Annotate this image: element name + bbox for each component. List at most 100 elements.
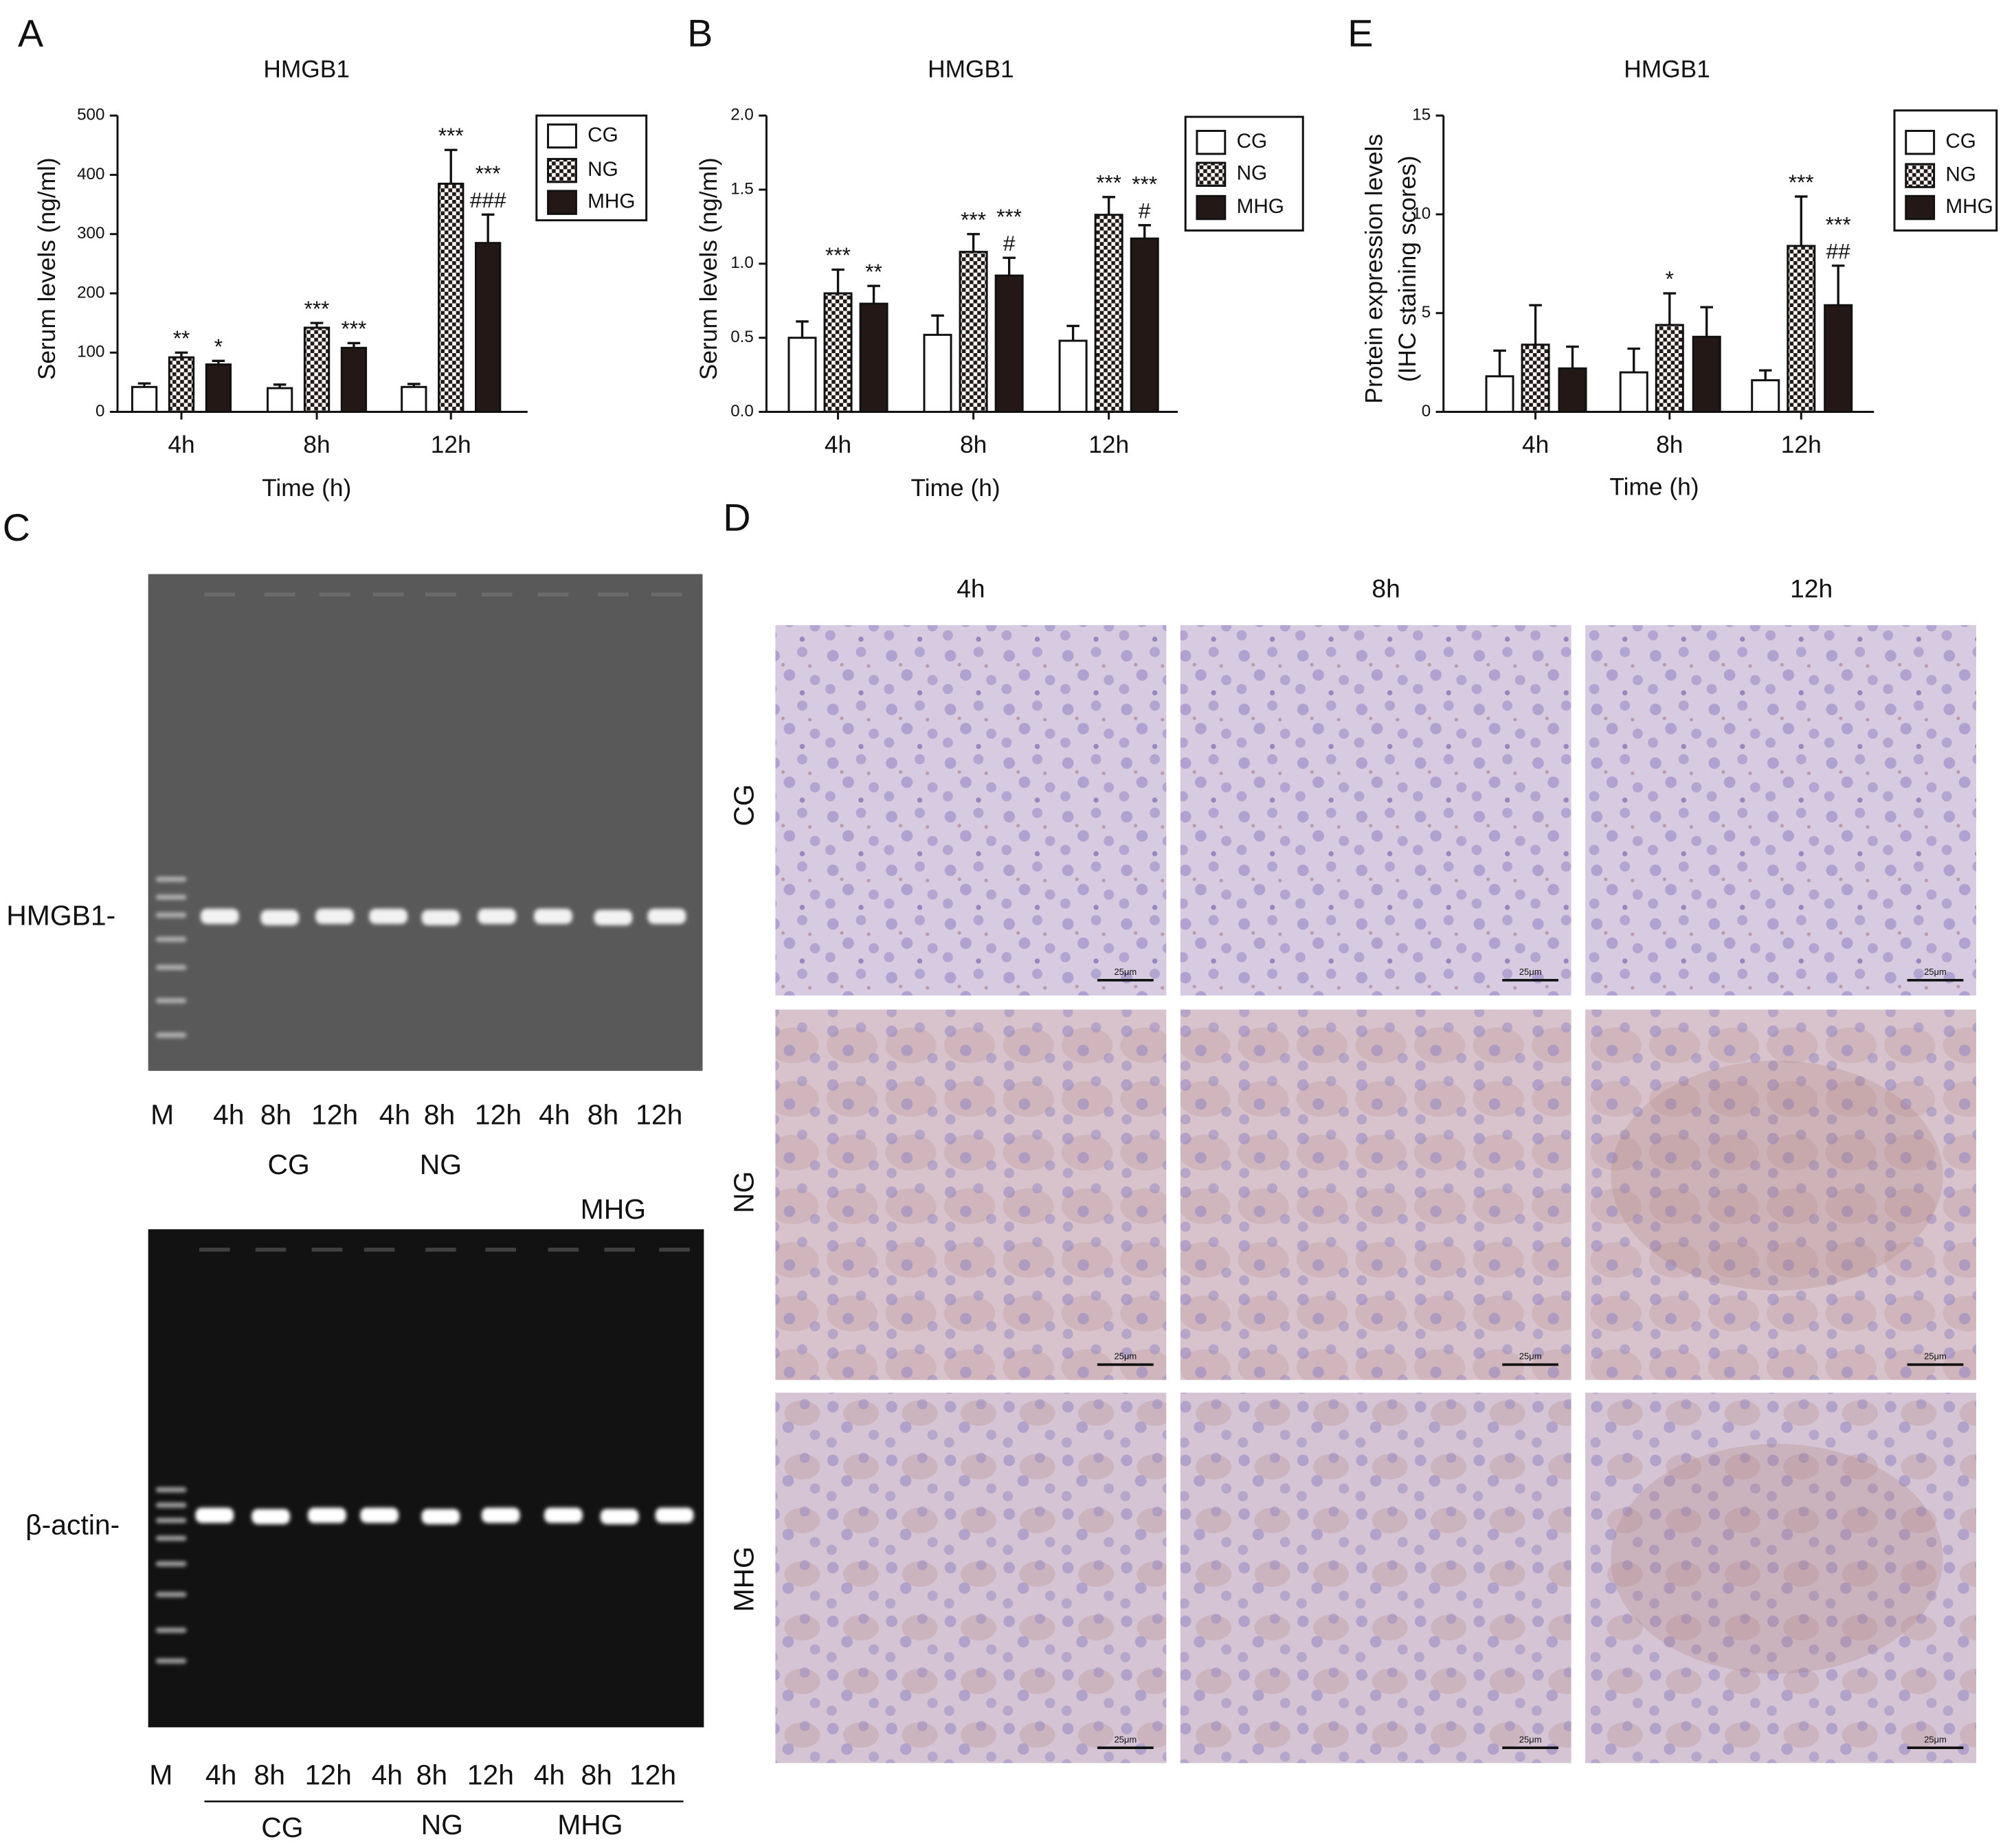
gel-band: [369, 908, 408, 924]
bar: [994, 274, 1024, 414]
x-tick-label: 4h: [1522, 431, 1549, 458]
panel-label: A: [18, 12, 44, 55]
significance-mark: ***: [825, 243, 851, 267]
stain-region: [1611, 1060, 1943, 1291]
legend-label: CG: [1237, 130, 1268, 153]
significance-mark: ***: [996, 204, 1022, 229]
x-tick-label: 8h: [960, 431, 987, 458]
legend-label: MHG: [1237, 195, 1284, 218]
gel-band: [315, 908, 354, 924]
y-tick-label: 2.0: [730, 106, 754, 124]
row-label: NG: [728, 1171, 759, 1213]
bar: [1558, 367, 1587, 414]
legend-swatch: [1905, 130, 1936, 155]
ladder-band: [155, 1592, 187, 1597]
scale-bar-label: 25μm: [1924, 1734, 1947, 1744]
significance-mark: **: [865, 259, 882, 284]
bar: [1824, 304, 1853, 414]
lane-label: 8h: [254, 1759, 285, 1791]
bar: [1130, 237, 1159, 414]
y-tick-label: 100: [77, 343, 104, 361]
row-label: CG: [728, 784, 759, 826]
y-tick-label: 400: [77, 165, 104, 183]
gel-band: [251, 1509, 291, 1524]
bar: [1058, 339, 1088, 414]
significance-mark: ***: [1826, 212, 1851, 236]
x-tick-label: 12h: [1781, 431, 1822, 458]
bar: [859, 302, 888, 414]
x-tick-label: 8h: [303, 431, 330, 458]
ladder-band: [155, 1518, 187, 1523]
lane-label: 12h: [467, 1759, 514, 1791]
scale-bar-label: 25μm: [1519, 967, 1542, 977]
group-label: NG: [420, 1149, 462, 1180]
ladder-band: [155, 877, 187, 882]
y-tick-label: 500: [77, 106, 104, 124]
gel-band: [544, 1507, 583, 1523]
ladder-band: [155, 1561, 187, 1567]
ladder-band: [155, 998, 187, 1004]
stain-region: [1611, 1443, 1943, 1674]
significance-mark: ***: [1096, 170, 1121, 195]
gel-band: [360, 1507, 399, 1523]
lane-label: 4h: [539, 1099, 570, 1131]
ladder-band: [155, 1487, 187, 1493]
panel-label: C: [3, 506, 30, 549]
bar: [1787, 245, 1816, 414]
ihc-image: [775, 1393, 1167, 1764]
lane-label: 12h: [305, 1759, 352, 1791]
x-axis-label: Time (h): [262, 475, 351, 502]
gel-band: [260, 910, 300, 925]
y-tick-label: 0: [1422, 402, 1431, 420]
y-tick-label: 10: [1412, 204, 1431, 223]
bar: [266, 387, 293, 414]
legend-swatch: [547, 190, 577, 215]
y-axis-label: (IHC staining scores): [1394, 155, 1421, 382]
y-tick-label: 200: [77, 283, 104, 302]
x-axis-label: Time (h): [1609, 473, 1699, 500]
significance-mark: ***: [475, 161, 501, 185]
significance-mark: ***: [342, 316, 367, 341]
bar: [205, 363, 232, 414]
lane-label: M: [149, 1759, 172, 1791]
panel-label: E: [1347, 12, 1373, 55]
lane-label: 12h: [311, 1099, 358, 1131]
gel-band: [308, 1507, 346, 1523]
lane-label: 12h: [629, 1759, 676, 1791]
significance-mark: ***: [961, 207, 986, 232]
lane-label: 8h: [581, 1759, 612, 1791]
y-axis-label: Serum levels (ng/ml): [695, 157, 722, 380]
gel: [148, 574, 703, 1071]
lane-label: 4h: [534, 1759, 565, 1791]
ihc-image: [1585, 624, 1976, 996]
bar: [1094, 214, 1123, 414]
y-axis-label: Serum levels (ng/ml): [34, 157, 60, 380]
band-label: HMGB1-: [6, 900, 115, 932]
chart-title: HMGB1: [263, 56, 350, 82]
significance-mark: #: [1003, 231, 1016, 256]
lane-label: 8h: [416, 1759, 447, 1791]
bar: [823, 292, 853, 414]
significance-mark: *: [214, 334, 223, 359]
bar: [787, 337, 817, 414]
significance-mark: #: [1139, 199, 1151, 223]
legend-label: MHG: [588, 190, 635, 212]
scale-bar-label: 25μm: [1114, 1734, 1137, 1744]
scale-bar-label: 25μm: [1924, 1351, 1947, 1362]
legend-swatch: [1905, 163, 1936, 188]
significance-mark: ***: [1132, 172, 1157, 196]
bar: [1655, 324, 1684, 414]
row-label: MHG: [728, 1546, 759, 1612]
legend-swatch: [1196, 161, 1227, 187]
bar: [438, 182, 465, 414]
bar: [1619, 371, 1648, 414]
ladder-band: [155, 936, 187, 943]
bar: [923, 333, 952, 414]
legend-swatch: [547, 123, 577, 149]
gel-band: [421, 1509, 460, 1524]
panel-label: D: [723, 496, 750, 539]
lane-label: M: [150, 1099, 174, 1131]
scale-bar-label: 25μm: [1519, 1351, 1542, 1362]
significance-mark: *: [1666, 267, 1674, 291]
